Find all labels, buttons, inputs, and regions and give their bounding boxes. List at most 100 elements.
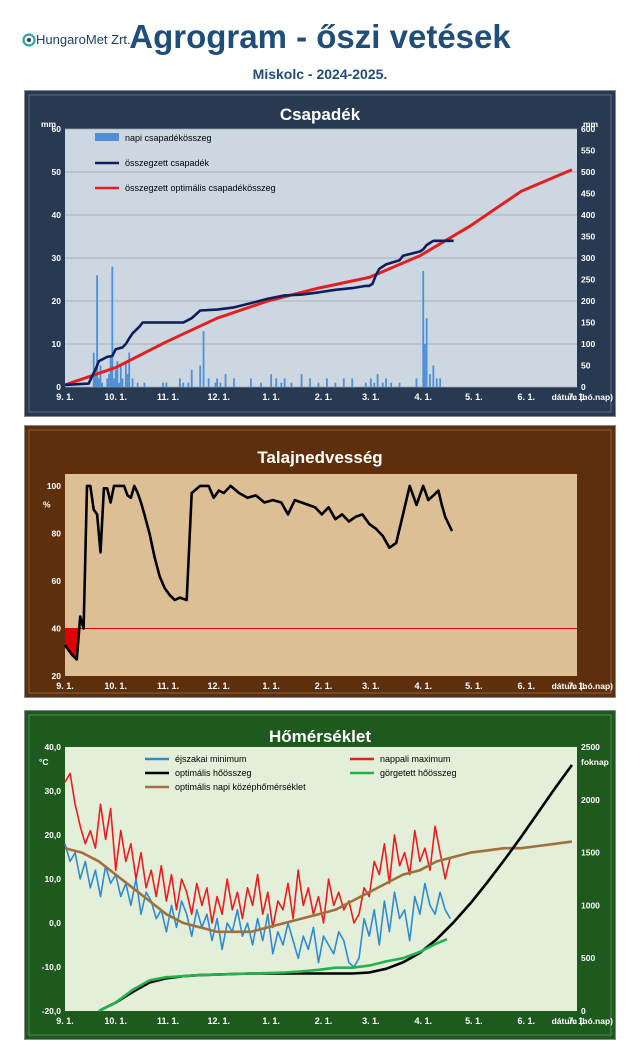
precip-bar	[127, 374, 129, 387]
y-tick-label-right: 1000	[581, 900, 600, 910]
y-tick-label-left: 0	[56, 382, 61, 392]
y-tick-label-right: 300	[581, 253, 595, 263]
precip-bar	[208, 378, 210, 387]
x-tick-label: 9. 1.	[56, 392, 74, 402]
y-tick-label-left: 30	[52, 253, 62, 263]
precip-bar	[132, 378, 134, 387]
chart-panel-homerseklet: Hőmérséklet 40,0 30,0 20,0 10,0 0,0 -10,0 -20,0…	[24, 710, 616, 1040]
x-tick-label: 10. 1.	[104, 1016, 127, 1026]
x-tick-label: 2. 1.	[315, 1016, 333, 1026]
x-tick-label: 2. 1.	[315, 392, 333, 402]
x-axis-label: dátum (hó.nap)	[552, 1016, 614, 1026]
precip-bar	[110, 357, 112, 387]
precip-bar	[233, 378, 235, 387]
precip-bar	[120, 366, 122, 388]
y-axis-label-right: foknap	[581, 757, 609, 767]
x-tick-label: 4. 1.	[414, 392, 432, 402]
y-tick-label-right: 450	[581, 189, 595, 199]
precip-bar	[326, 378, 328, 387]
precip-bar	[390, 383, 392, 387]
precip-bar	[122, 378, 124, 387]
y-tick-label-right: 50	[581, 361, 591, 371]
precip-bar	[424, 344, 426, 387]
precip-bar	[100, 366, 102, 388]
x-tick-label: 11. 1.	[157, 681, 179, 691]
precipitation-chart: Csapadék01020304050600501001502002503003…	[25, 91, 615, 416]
y-tick-label-left: 0,0	[49, 918, 61, 928]
precip-bar	[98, 378, 100, 387]
legend-label: optimális hőösszeg	[175, 768, 252, 778]
precip-bar	[382, 383, 384, 387]
y-tick-label-left: 20,0	[44, 830, 61, 840]
x-tick-label: 12. 1.	[208, 392, 231, 402]
precip-bar	[373, 383, 375, 387]
precip-bar	[137, 383, 139, 387]
precip-bar	[301, 374, 303, 387]
y-tick-label-left: 20	[52, 296, 62, 306]
y-tick-label-right: 0	[581, 382, 586, 392]
legend-label: összegzett optimális csapadékösszeg	[125, 183, 276, 193]
precip-bar	[165, 383, 167, 387]
precip-bar	[225, 374, 227, 387]
precip-bar	[250, 378, 252, 387]
y-axis-label-right: mm	[583, 119, 599, 129]
x-tick-label: 3. 1.	[362, 1016, 380, 1026]
x-tick-label: 12. 1.	[208, 681, 231, 691]
legend-label: napi csapadékösszeg	[125, 133, 212, 143]
precip-bar	[439, 378, 441, 387]
precip-bar	[436, 378, 438, 387]
y-tick-label-left: -20,0	[42, 1006, 62, 1016]
y-tick-label-right: 200	[581, 296, 595, 306]
x-tick-label: 1. 1.	[262, 681, 280, 691]
precip-bar	[220, 383, 222, 387]
y-tick-label-left: 10,0	[44, 874, 61, 884]
chart-panel-talajnedvesseg: Talajnedvesség 20 40 60 80 100% 9. 1. 10. 1. 11.…	[24, 425, 616, 698]
precip-bar	[370, 378, 372, 387]
y-tick-label-right: 1500	[581, 848, 600, 858]
y-tick-label-right: 400	[581, 210, 595, 220]
x-tick-label: 11. 1.	[157, 392, 179, 402]
y-tick-label: 100	[47, 481, 61, 491]
x-tick-label: 4. 1.	[414, 681, 432, 691]
precip-bar	[101, 383, 103, 387]
legend-label: összegzett csapadék	[125, 158, 210, 168]
y-tick-label-left: 30,0	[44, 786, 61, 796]
precip-bar	[385, 378, 387, 387]
legend-swatch-bar	[95, 133, 119, 141]
legend-label: éjszakai minimum	[175, 754, 247, 764]
precip-bar	[199, 366, 201, 388]
chart-title: Hőmérséklet	[269, 727, 371, 746]
y-tick-label-right: 150	[581, 318, 595, 328]
precip-bar	[187, 383, 189, 387]
y-tick-label: 20	[52, 671, 62, 681]
y-tick-label-right: 100	[581, 339, 595, 349]
header: HungaroMet Zrt. Agrogram - őszi vetések …	[0, 0, 640, 88]
precip-bar	[270, 374, 272, 387]
x-tick-label: 5. 1.	[465, 392, 483, 402]
precip-bar	[280, 383, 282, 387]
precip-bar	[422, 271, 424, 387]
chart-title: Talajnedvesség	[257, 448, 382, 467]
legend-label: optimális napi középhőmérséklet	[175, 782, 306, 792]
precip-bar	[144, 383, 146, 387]
y-tick-label-right: 250	[581, 275, 595, 285]
precip-bar	[429, 374, 431, 387]
precip-bar	[203, 331, 205, 387]
x-tick-label: 10. 1.	[104, 681, 127, 691]
precip-bar	[260, 383, 262, 387]
y-tick-label-right: 2500	[581, 742, 600, 752]
y-axis-label-left: °C	[39, 757, 49, 767]
temperature-chart: Hőmérséklet40,030,020,010,00,0-10,0-20,0…	[25, 711, 615, 1039]
chart-title: Csapadék	[280, 105, 361, 124]
precip-bar	[118, 383, 120, 387]
y-tick-label: 40	[52, 623, 62, 633]
page-title: Agrogram - őszi vetések	[0, 18, 640, 56]
precip-bar	[399, 383, 401, 387]
x-tick-label: 5. 1.	[465, 1016, 483, 1026]
precip-bar	[343, 378, 345, 387]
x-tick-label: 2. 1.	[315, 681, 333, 691]
page-subtitle: Miskolc - 2024-2025.	[0, 66, 640, 82]
x-tick-label: 3. 1.	[362, 392, 380, 402]
x-tick-label: 6. 1.	[518, 1016, 536, 1026]
y-tick-label: 80	[52, 528, 62, 538]
